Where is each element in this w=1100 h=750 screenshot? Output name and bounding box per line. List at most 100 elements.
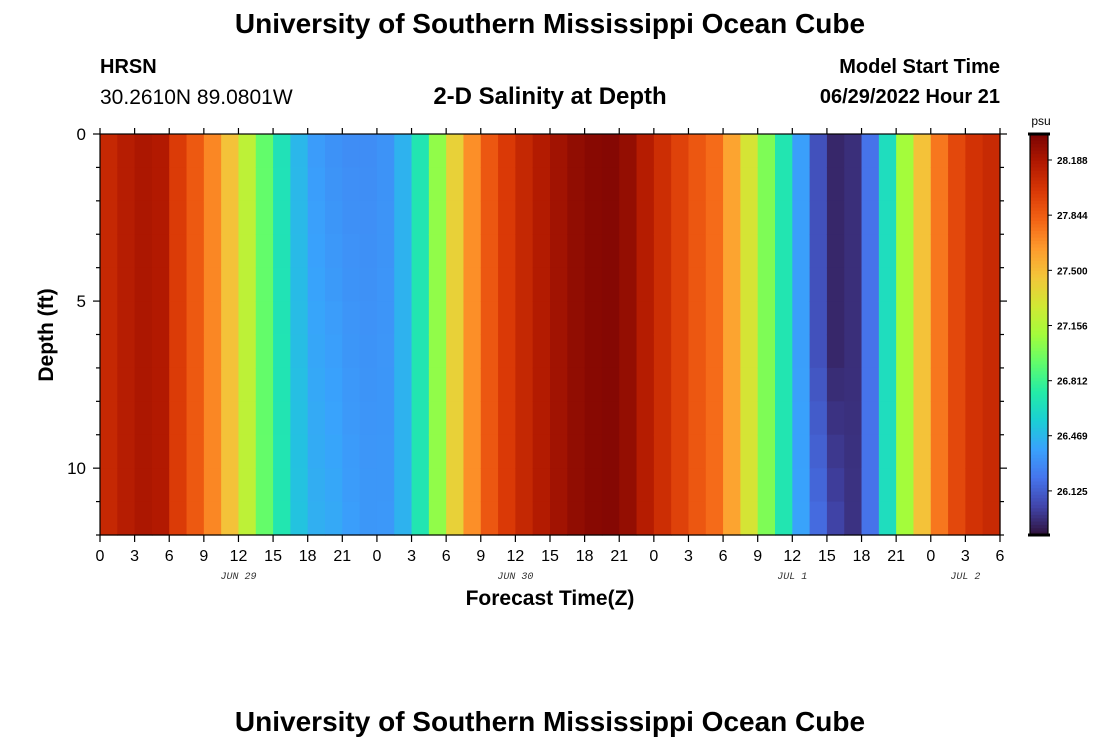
heatmap-cell xyxy=(653,267,672,302)
heatmap-cell xyxy=(411,468,430,503)
colorbar-segment xyxy=(1030,144,1048,148)
heatmap-cell xyxy=(203,401,222,436)
colorbar-segment xyxy=(1030,154,1048,158)
heatmap-cell xyxy=(982,200,1001,235)
x-tick-label: 3 xyxy=(961,548,970,565)
heatmap-cell xyxy=(480,468,499,503)
x-tick-label: 15 xyxy=(264,548,282,565)
heatmap-cell xyxy=(550,301,568,336)
heatmap-cell xyxy=(134,167,153,202)
heatmap-cell xyxy=(930,501,949,536)
colorbar-segment xyxy=(1030,391,1048,396)
heatmap-cell xyxy=(826,434,845,469)
x-tick-label: 0 xyxy=(372,548,381,565)
colorbar-segment xyxy=(1030,187,1048,192)
heatmap-cell xyxy=(376,167,395,202)
colorbar-segment xyxy=(1030,394,1048,399)
heatmap-cell xyxy=(307,267,326,302)
heatmap-cell xyxy=(134,334,153,369)
heatmap-cell xyxy=(515,468,534,503)
colorbar-segment xyxy=(1030,468,1048,473)
heatmap-cell xyxy=(376,234,395,269)
heatmap-cell xyxy=(550,234,568,269)
heatmap-cell xyxy=(290,367,309,402)
heatmap-cell xyxy=(394,200,413,235)
heatmap-cell xyxy=(394,267,413,302)
x-tick-label: 6 xyxy=(165,548,174,565)
heatmap-cell xyxy=(671,134,690,169)
heatmap-cell xyxy=(757,267,776,302)
heatmap-cell xyxy=(151,401,170,436)
heatmap-cell xyxy=(498,501,516,536)
heatmap-cell xyxy=(221,501,240,536)
colorbar-tick-label: 28.188 xyxy=(1057,156,1088,167)
heatmap-cell xyxy=(930,367,949,402)
colorbar-segment xyxy=(1030,371,1048,376)
heatmap-cell xyxy=(723,334,741,369)
heatmap-cell xyxy=(671,401,690,436)
heatmap-cell xyxy=(688,134,707,169)
heatmap-cell xyxy=(342,501,361,536)
colorbar-segment xyxy=(1030,511,1048,516)
heatmap-cell xyxy=(653,167,672,202)
heatmap-cell xyxy=(740,267,759,302)
heatmap-cell xyxy=(498,301,516,336)
heatmap-cell xyxy=(463,334,482,369)
heatmap-cell xyxy=(342,301,361,336)
heatmap-cell xyxy=(325,468,343,503)
date-label: JUN 29 xyxy=(220,572,256,583)
heatmap-cell xyxy=(861,401,880,436)
heatmap-cell xyxy=(896,468,915,503)
heatmap-cell xyxy=(826,134,845,169)
heatmap-cell xyxy=(688,267,707,302)
colorbar-segment xyxy=(1030,327,1048,332)
heatmap-cell xyxy=(913,234,932,269)
heatmap-cell xyxy=(169,468,188,503)
heatmap-cell xyxy=(463,301,482,336)
heatmap-cell xyxy=(567,334,586,369)
x-axis: 0 3 6 9 12 15 18 21 0 3 6 9 12 15 18 21 0 3 6 9 12 15 18 21 0 3 6 J… xyxy=(96,128,1005,583)
heatmap-cell xyxy=(982,301,1001,336)
heatmap-cell xyxy=(273,334,291,369)
page-title: University of Southern Mississippi Ocean… xyxy=(234,8,866,39)
heatmap-cell xyxy=(775,501,793,536)
colorbar-segment xyxy=(1030,247,1048,252)
heatmap-cell xyxy=(186,468,205,503)
colorbar-segment xyxy=(1030,464,1048,469)
heatmap-cell xyxy=(861,234,880,269)
heatmap-cell xyxy=(948,501,966,536)
heatmap-cell xyxy=(567,501,586,536)
heatmap-cell xyxy=(723,367,741,402)
heatmap-cell xyxy=(567,367,586,402)
colorbar-segment xyxy=(1030,297,1048,302)
heatmap-cell xyxy=(428,234,447,269)
heatmap-cell xyxy=(273,501,291,536)
colorbar-segment xyxy=(1030,230,1048,235)
heatmap-cell xyxy=(653,200,672,235)
heatmap-cell xyxy=(186,267,205,302)
heatmap-cell xyxy=(532,200,551,235)
heatmap-cell xyxy=(532,334,551,369)
heatmap-cell xyxy=(809,267,828,302)
heatmap-cell xyxy=(948,401,966,436)
colorbar-segment xyxy=(1030,240,1048,245)
heatmap-cell xyxy=(532,367,551,402)
heatmap-cell xyxy=(688,468,707,503)
heatmap-cell xyxy=(428,267,447,302)
heatmap-cell xyxy=(757,234,776,269)
heatmap-cell xyxy=(896,301,915,336)
heatmap-cell xyxy=(273,200,291,235)
colorbar-segment xyxy=(1030,518,1048,523)
heatmap-cell xyxy=(601,401,620,436)
heatmap-cell xyxy=(498,234,516,269)
heatmap-cell xyxy=(376,367,395,402)
heatmap-cell xyxy=(532,167,551,202)
heatmap-cell xyxy=(757,301,776,336)
heatmap-cell xyxy=(896,234,915,269)
heatmap-cell xyxy=(757,401,776,436)
heatmap-cell xyxy=(203,434,222,469)
heatmap-cell xyxy=(792,501,811,536)
heatmap-cell xyxy=(480,134,499,169)
heatmap-cell xyxy=(550,501,568,536)
heatmap-cell xyxy=(376,200,395,235)
